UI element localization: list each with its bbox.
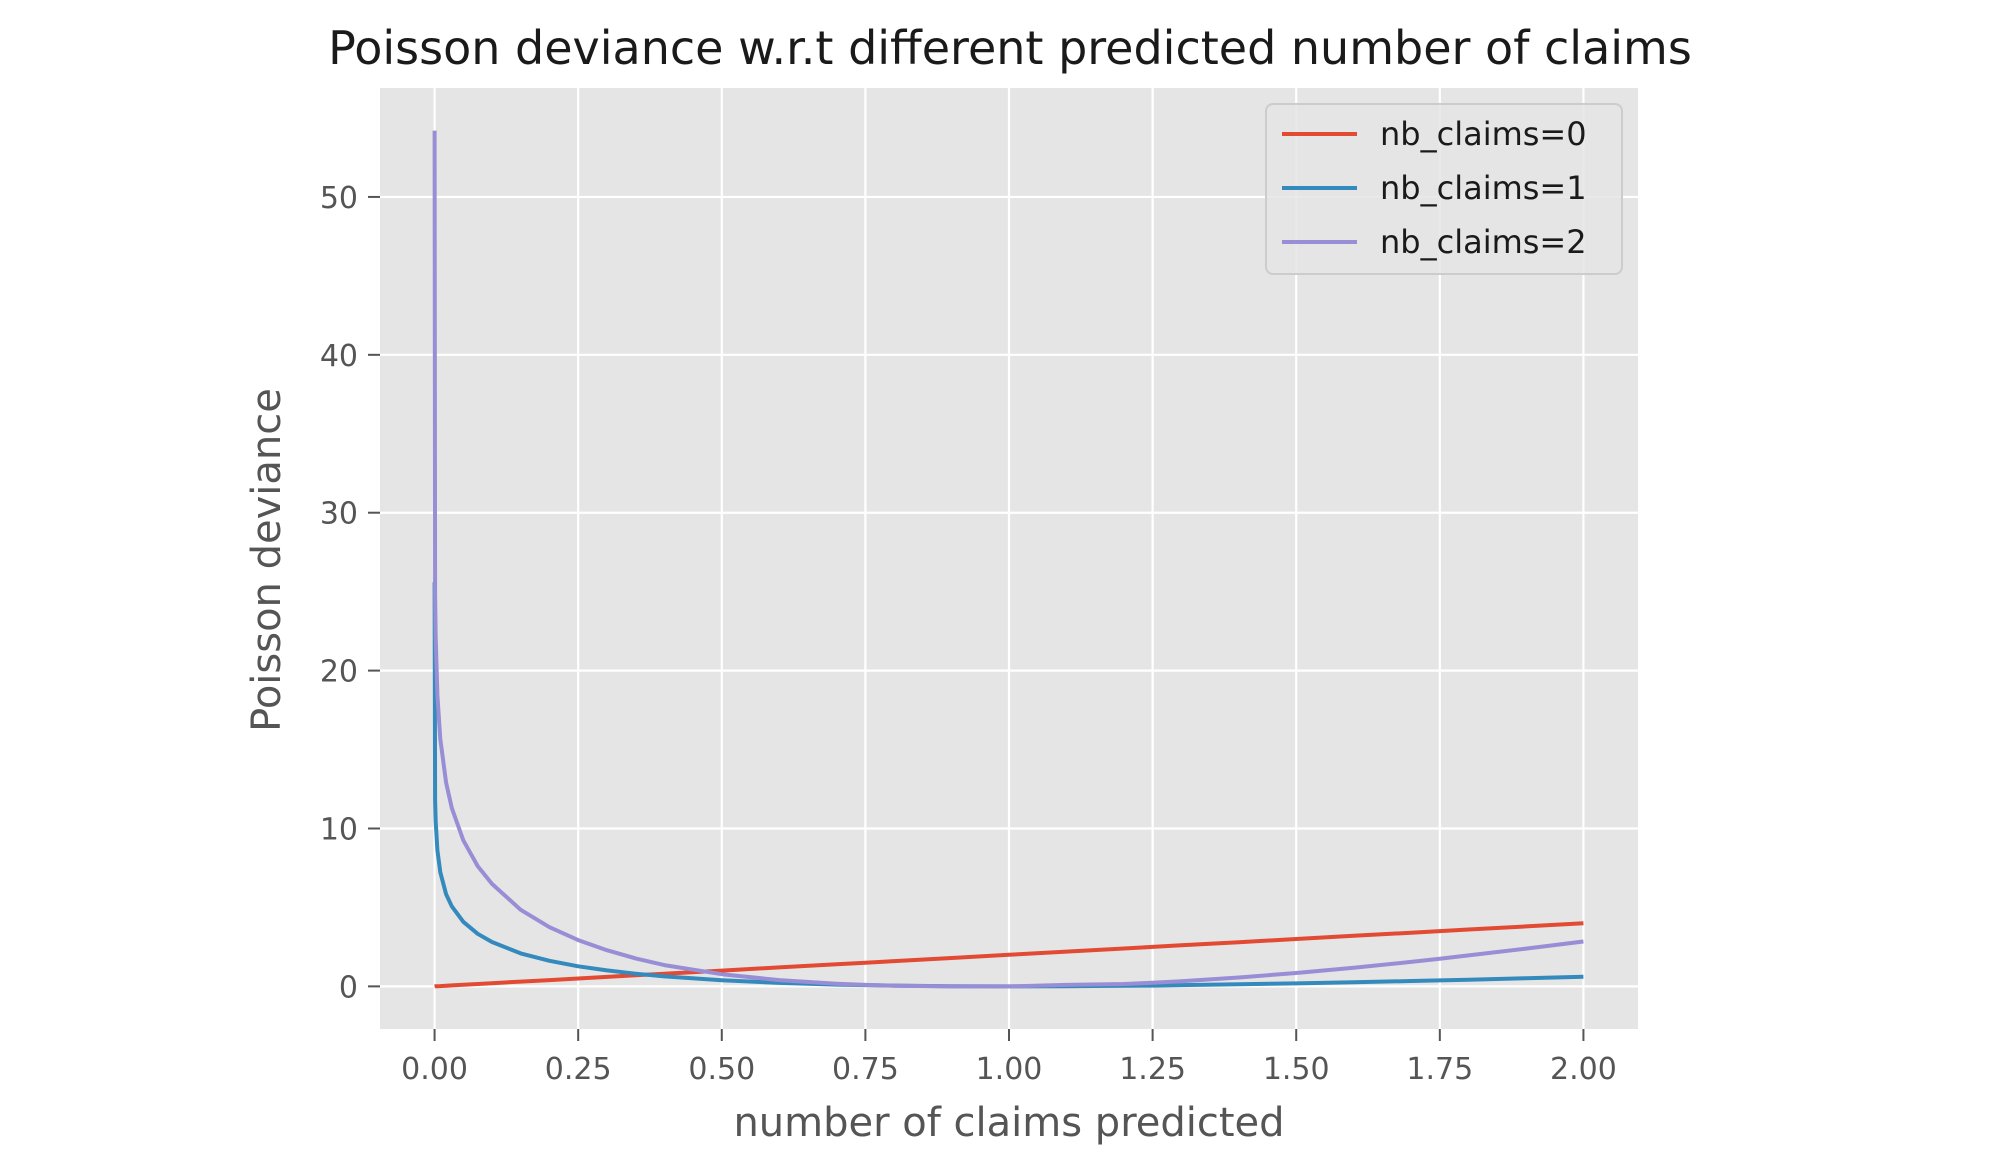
x-tick-label: 1.25 [1119, 1052, 1186, 1087]
legend: nb_claims=0 nb_claims=1 nb_claims=2 [1265, 103, 1623, 275]
legend-label: nb_claims=2 [1380, 223, 1587, 261]
x-tick-label: 0.25 [545, 1052, 612, 1087]
y-tick-label: 50 [320, 181, 358, 216]
x-tick-label: 1.00 [976, 1052, 1043, 1087]
legend-label: nb_claims=1 [1380, 169, 1587, 207]
y-tick-label: 40 [320, 339, 358, 374]
x-tick-label: 1.75 [1406, 1052, 1473, 1087]
x-tick-label: 2.00 [1550, 1052, 1617, 1087]
grid-lines [380, 88, 1638, 1029]
x-tick-label: 1.50 [1263, 1052, 1330, 1087]
x-tick-label: 0.75 [832, 1052, 899, 1087]
chart-title: Poisson deviance w.r.t different predict… [328, 21, 1692, 75]
x-tick-label: 0.50 [688, 1052, 755, 1087]
x-tick-label: 0.00 [401, 1052, 468, 1087]
x-axis-label: number of claims predicted [733, 1100, 1284, 1146]
y-axis-ticks: 0 10 20 30 40 50 [320, 181, 380, 1005]
y-tick-label: 20 [320, 655, 358, 690]
y-tick-label: 0 [339, 970, 358, 1005]
series-line-0 [433, 921, 1584, 989]
legend-box [1265, 103, 1623, 275]
series-line-1 [432, 582, 1584, 989]
series-lines [432, 130, 1584, 989]
series-line-2 [432, 130, 1584, 989]
y-tick-label: 30 [320, 497, 358, 532]
y-tick-label: 10 [320, 812, 358, 847]
y-axis-label: Poisson deviance [244, 388, 290, 732]
legend-label: nb_claims=0 [1380, 115, 1587, 153]
x-axis-ticks: 0.00 0.25 0.50 0.75 1.00 1.25 1.50 1.75 2.00 [401, 1029, 1617, 1087]
